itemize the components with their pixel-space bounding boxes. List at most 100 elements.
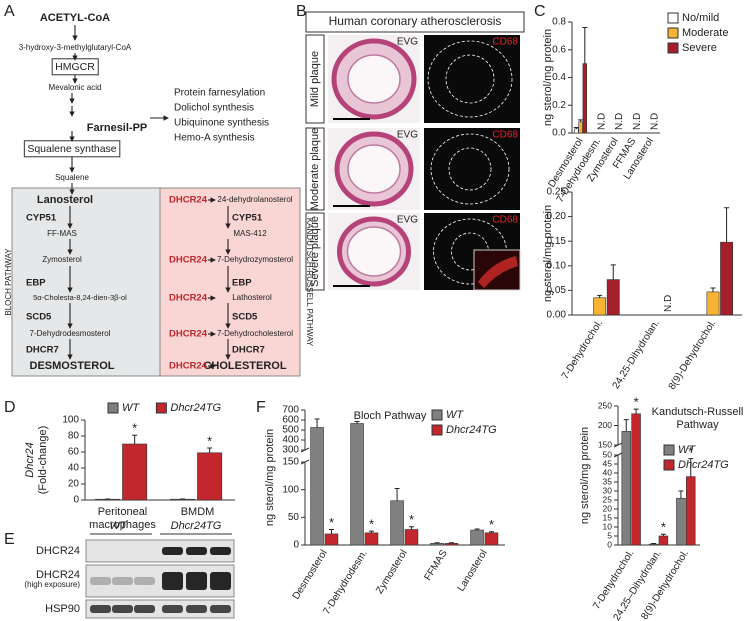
kr-item: 7-Dehydrozymosterol (217, 255, 293, 264)
row-label: Moderate plaque (309, 128, 321, 211)
error-bar (314, 418, 320, 428)
chart-title: Kandutsch-Russell Pathway (651, 406, 744, 431)
x-tick-label: Lanosterol (456, 548, 490, 593)
legend-label: Severe (682, 42, 717, 54)
y-tick-label: 0.10 (547, 260, 567, 271)
bar (122, 443, 148, 501)
side-item: Dolichol synthesis (174, 103, 254, 114)
y-axis-label: Dhcr24 (24, 442, 36, 477)
y-tick-label: 0.00 (547, 310, 567, 321)
band (134, 605, 155, 613)
pathway-step: Squalene (55, 173, 89, 182)
y-tick-label: 0.25 (547, 187, 567, 198)
blot-row-label: HSP90 (45, 603, 80, 615)
band (186, 547, 207, 555)
annotation: N.D (649, 113, 660, 130)
band (90, 605, 111, 613)
kr-item: 24-dehydrolanosterol (217, 195, 292, 204)
bar (648, 543, 659, 546)
error-bar (394, 488, 400, 501)
x-tick-label: BMDM (180, 506, 215, 518)
bloch-item: DHCR7 (26, 345, 59, 356)
dhcr24-label: DHCR24 (169, 361, 208, 372)
legend-swatch (667, 12, 679, 24)
error-bar (368, 530, 374, 533)
bar (606, 279, 620, 316)
side-item: Hemo-A synthesis (174, 133, 255, 144)
stain-label: EVG (397, 130, 418, 141)
x-tick-label: 7-Dehydrodesm. (321, 548, 370, 617)
significance: * (207, 433, 212, 448)
legend-swatch (667, 42, 679, 54)
y-tick-label: 50 (603, 449, 613, 459)
error-bar (597, 294, 603, 298)
blot-row-label: DHCR24 (36, 545, 80, 557)
bar (658, 535, 669, 546)
bar (582, 63, 588, 134)
annotation: N.D (663, 295, 674, 312)
bar (484, 532, 499, 546)
side-item: Ubiquinone synthesis (174, 118, 269, 129)
legend-swatch (667, 27, 679, 39)
band (134, 577, 155, 585)
histology-title-box (305, 11, 525, 33)
bar (706, 291, 720, 316)
y-tick-label: 100 (282, 484, 299, 495)
band (186, 605, 207, 613)
cd68-image (424, 35, 520, 123)
significance: * (369, 517, 374, 532)
y-tick-label: 40 (603, 467, 613, 477)
bloch-item: EBP (26, 278, 46, 289)
panel-letter: E (4, 531, 15, 548)
error-bar (610, 264, 616, 280)
bar (676, 497, 686, 546)
bar (631, 413, 641, 546)
y-tick-label: 0.20 (547, 211, 567, 222)
error-bar (623, 419, 629, 432)
y-tick-label: 400 (282, 435, 299, 446)
error-bar (488, 531, 494, 533)
bloch-item: CYP51 (26, 213, 57, 224)
error-bar (582, 27, 588, 64)
y-tick-label: 0.6 (552, 44, 566, 55)
bar (593, 297, 607, 316)
annotation: N.D (632, 113, 643, 130)
band (162, 547, 183, 555)
significance: * (409, 512, 414, 527)
y-tick-label: 45 (603, 458, 613, 468)
x-tick-label: FFMAS (422, 548, 449, 583)
y-tick-label: 20 (603, 503, 613, 513)
legend-label: WT (122, 402, 140, 414)
band (112, 577, 133, 585)
error-bar (710, 287, 716, 292)
bar (574, 128, 579, 134)
y-tick-label: 35 (603, 476, 613, 486)
bar (444, 543, 459, 546)
kr-item: SCD5 (232, 312, 258, 323)
y-tick-label: 0.0 (552, 128, 566, 139)
panel-letter: B (296, 3, 307, 20)
row-label: Mild plaque (309, 51, 321, 107)
pathway-step: ACETYL-CoA (40, 12, 110, 24)
y-tick-label: 700 (282, 405, 299, 416)
kr-item: EBP (232, 278, 252, 289)
stain-label: EVG (397, 215, 418, 226)
y-axis-label: ng sterol/mg protein (579, 427, 591, 524)
bar (364, 532, 379, 546)
stain-label: CD68 (492, 215, 518, 226)
dhcr24-label: DHCR24 (169, 329, 208, 340)
y-tick-label: 10 (603, 521, 613, 531)
y-tick-label: 50 (288, 512, 300, 523)
error-bar (474, 528, 480, 531)
error-bar (578, 119, 584, 122)
bar (310, 427, 324, 546)
pathway-step: HMGCR (55, 61, 95, 73)
bloch-item: Zymosterol (42, 255, 82, 264)
legend-swatch (155, 402, 167, 414)
blot-strip (85, 599, 235, 619)
error-bar (132, 434, 138, 444)
row-label-box (305, 127, 325, 211)
x-tick-label: 8(9)-Dehydrochol. (667, 318, 719, 392)
y-tick-label: 20 (68, 479, 80, 490)
